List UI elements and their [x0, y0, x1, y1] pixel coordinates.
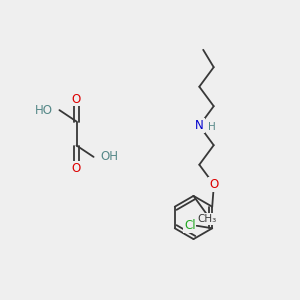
Text: O: O	[209, 178, 218, 191]
Text: O: O	[72, 92, 81, 106]
Text: H: H	[208, 122, 216, 132]
Text: Cl: Cl	[184, 219, 196, 232]
Text: HO: HO	[34, 103, 52, 117]
Text: O: O	[72, 161, 81, 175]
Text: OH: OH	[100, 150, 118, 164]
Text: CH₃: CH₃	[197, 214, 216, 224]
Text: N: N	[195, 119, 204, 132]
